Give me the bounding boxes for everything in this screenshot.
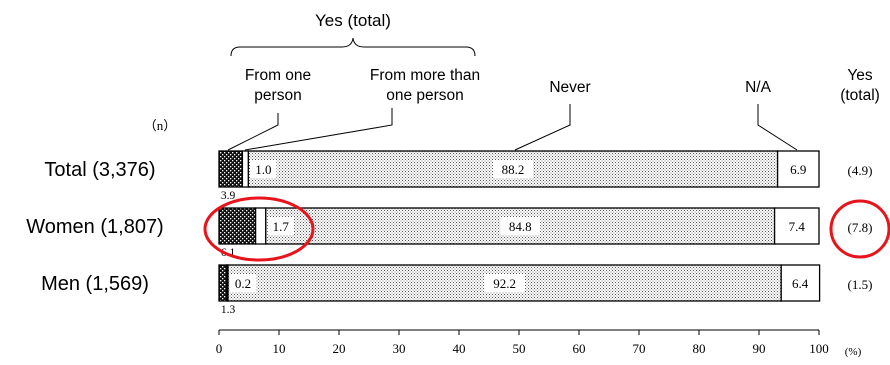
- data-label-bg: [493, 160, 533, 178]
- x-tick-label: 10: [273, 341, 286, 356]
- yes-total-column-label-line2: (total): [840, 87, 880, 104]
- bar-segment-total-n-a: [776, 150, 820, 188]
- x-tick-label: 50: [513, 341, 526, 356]
- yes-total-column-label-line1: Yes: [847, 67, 873, 84]
- data-label-total-from-one: 3.9: [221, 190, 236, 202]
- legend-label-na: N/A: [745, 79, 772, 96]
- data-label-bg: [250, 160, 277, 178]
- yes-total-brace: [230, 37, 476, 57]
- data-label-men-never: 92.2: [493, 276, 516, 291]
- data-label-total-more-than-one: 1.0: [255, 162, 271, 177]
- x-tick-label: 100: [809, 341, 829, 356]
- x-tick-label: 90: [753, 341, 766, 356]
- data-label-bg: [500, 217, 541, 235]
- data-label-women-na: 7.4: [789, 219, 806, 234]
- bar-segment-men-n-a: [780, 264, 821, 302]
- bars-group: 1.0 88.2 6.93.9(4.9)1.7 84.8 7.46.1(7.8)0.2 9…: [218, 150, 873, 316]
- leader-line-na: [757, 104, 798, 151]
- category-label-women: Women (1,807): [26, 216, 163, 238]
- x-tick-label: 30: [393, 341, 406, 356]
- yes-total-value-total: (4.9): [848, 163, 873, 178]
- x-axis: 0 10 20 30 40 50 60 70 80 90 100 (%): [216, 329, 862, 358]
- yes-total-value-women: (7.8): [848, 220, 873, 235]
- bar-segment-total-from-more-than-one-person: [241, 150, 250, 188]
- data-label-total-na: 6.9: [790, 162, 806, 177]
- bar-segment-women-from-more-than-one-person: [254, 207, 267, 245]
- bar-segment-total-from-one-person: [218, 150, 244, 188]
- legend-label-never: Never: [549, 79, 590, 96]
- bar-segment-men-from-one-person: [218, 264, 228, 302]
- data-label-women-more-than-one: 1.7: [273, 219, 290, 234]
- x-tick-label: 20: [333, 341, 346, 356]
- x-tick-label: 40: [453, 341, 466, 356]
- x-tick-label: 60: [573, 341, 586, 356]
- n-label: （n）: [144, 118, 177, 133]
- data-label-bg: [484, 274, 525, 292]
- leader-line-more-than-one: [244, 108, 393, 151]
- data-label-men-na: 6.4: [792, 276, 809, 291]
- data-label-bg: [267, 217, 294, 235]
- legend-label-from-one-person-line2: person: [254, 87, 301, 104]
- highlight-circle-women-yes-total: [829, 199, 890, 259]
- x-tick-label: 0: [216, 341, 223, 356]
- yes-total-group-title: Yes (total): [315, 11, 391, 30]
- legend-label-more-than-one-line1: From more than: [370, 67, 480, 84]
- category-label-men: Men (1,569): [41, 273, 149, 295]
- leader-line-from-one-person: [227, 113, 279, 151]
- data-label-total-never: 88.2: [502, 162, 525, 177]
- highlight-circle-women-segment: [203, 196, 315, 262]
- data-label-men-from-one: 1.3: [221, 304, 236, 316]
- data-label-men-more-than-one: 0.2: [235, 276, 251, 291]
- category-label-total: Total (3,376): [44, 159, 155, 181]
- x-tick-label: 80: [693, 341, 706, 356]
- yes-total-value-men: (1.5): [848, 277, 873, 292]
- bar-segment-women-from-one-person: [218, 207, 257, 245]
- bar-segment-women-n-a: [773, 207, 820, 245]
- x-axis-unit-label: (%): [845, 346, 862, 358]
- x-tick-label: 70: [633, 341, 646, 356]
- legend-label-from-one-person-line1: From one: [245, 67, 311, 84]
- legend-label-more-than-one-line2: one person: [386, 87, 464, 104]
- leader-line-never: [514, 104, 571, 151]
- data-label-women-never: 84.8: [509, 219, 532, 234]
- data-label-bg: [230, 274, 256, 292]
